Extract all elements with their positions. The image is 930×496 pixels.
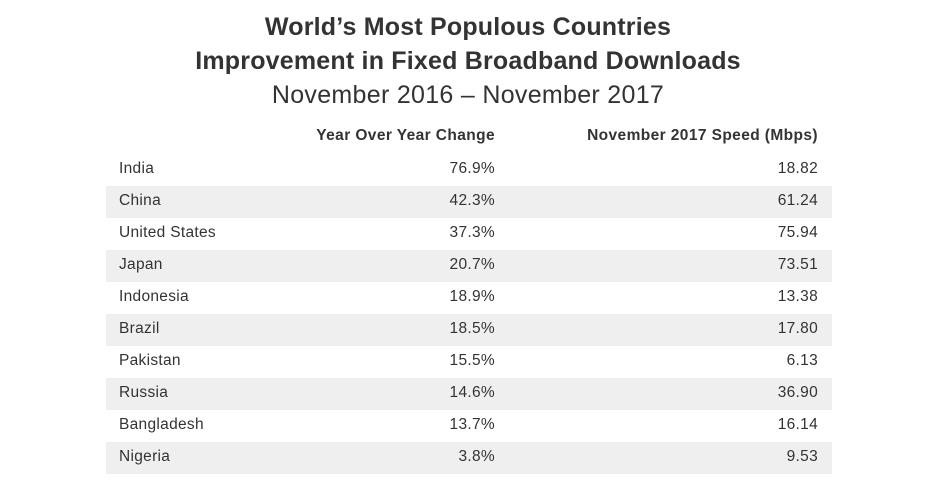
data-table: Year Over Year Change November 2017 Spee…: [106, 122, 832, 474]
speed-cell: 9.53: [786, 448, 818, 465]
yoy-change-cell: 76.9%: [449, 160, 495, 177]
table-row: Japan 20.7% 73.51: [106, 250, 832, 282]
yoy-change-cell: 18.9%: [449, 288, 495, 305]
table-row: United States 37.3% 75.94: [106, 218, 832, 250]
country-cell: Indonesia: [119, 288, 189, 305]
table-body: India 76.9% 18.82 China 42.3% 61.24 United Sta…: [106, 154, 832, 474]
speed-cell: 75.94: [777, 224, 818, 241]
speed-cell: 13.38: [777, 288, 818, 305]
yoy-change-cell: 14.6%: [449, 384, 495, 401]
yoy-change-cell: 42.3%: [449, 192, 495, 209]
yoy-change-cell: 18.5%: [449, 320, 495, 337]
yoy-change-cell: 3.8%: [458, 448, 495, 465]
speed-cell: 61.24: [777, 192, 818, 209]
yoy-change-cell: 37.3%: [449, 224, 495, 241]
country-cell: Japan: [119, 256, 163, 273]
country-cell: Bangladesh: [119, 416, 204, 433]
country-cell: Russia: [119, 384, 169, 401]
yoy-change-cell: 15.5%: [449, 352, 495, 369]
speed-cell: 16.14: [777, 416, 818, 433]
speed-cell: 17.80: [777, 320, 818, 337]
country-cell: Nigeria: [119, 448, 171, 465]
country-cell: Brazil: [119, 320, 160, 337]
table-row: Russia 14.6% 36.90: [106, 378, 832, 410]
table-row: Indonesia 18.9% 13.38: [106, 282, 832, 314]
yoy-change-cell: 13.7%: [449, 416, 495, 433]
speed-cell: 6.13: [786, 352, 818, 369]
speed-cell: 18.82: [777, 160, 818, 177]
column-header-yoy-change: Year Over Year Change: [316, 127, 495, 144]
country-cell: United States: [119, 224, 216, 241]
table-row: India 76.9% 18.82: [106, 154, 832, 186]
table-row: Bangladesh 13.7% 16.14: [106, 410, 832, 442]
chart-title-block: World’s Most Populous Countries Improvem…: [0, 10, 930, 112]
country-cell: Pakistan: [119, 352, 181, 369]
table-row: Brazil 18.5% 17.80: [106, 314, 832, 346]
yoy-change-cell: 20.7%: [449, 256, 495, 273]
table-row: Nigeria 3.8% 9.53: [106, 442, 832, 474]
chart-subtitle: November 2016 – November 2017: [271, 81, 665, 109]
column-header-speed: November 2017 Speed (Mbps): [587, 127, 818, 144]
speed-cell: 73.51: [777, 256, 818, 273]
chart-title-line-2: Improvement in Fixed Broadband Downloads: [195, 47, 741, 75]
country-cell: India: [119, 160, 155, 177]
table-row: China 42.3% 61.24: [106, 186, 832, 218]
country-cell: China: [119, 192, 161, 209]
table-header-row: Year Over Year Change November 2017 Spee…: [106, 122, 832, 154]
chart-title-line-1: World’s Most Populous Countries: [264, 13, 672, 41]
table-row: Pakistan 15.5% 6.13: [106, 346, 832, 378]
speed-cell: 36.90: [777, 384, 818, 401]
